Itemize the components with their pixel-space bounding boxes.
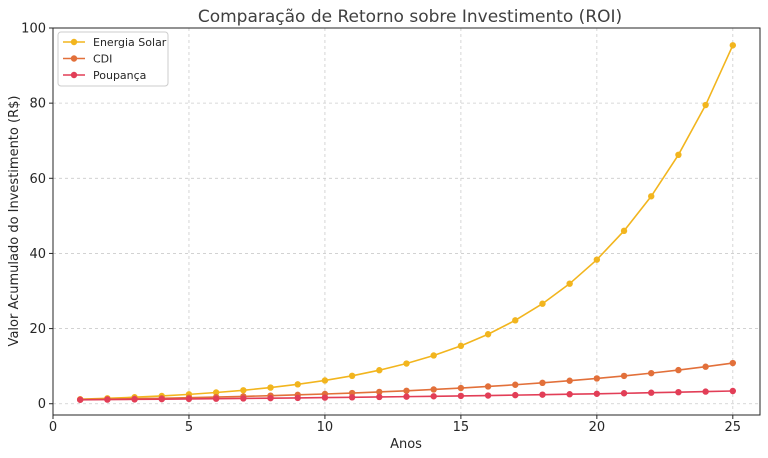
- data-point-cdi: [702, 363, 709, 370]
- data-point-poupanca: [76, 396, 84, 403]
- y-tick-label: 40: [29, 247, 46, 262]
- y-axis-title: Valor Acumulado do Investimento (R$): [7, 96, 22, 347]
- y-tick-label: 60: [29, 172, 46, 187]
- data-point-poupanca: [185, 395, 193, 403]
- data-point-energia-solar: [648, 193, 655, 200]
- data-point-cdi: [403, 387, 410, 394]
- y-axis: 0 20 40 60 80 100: [21, 22, 53, 412]
- data-point-energia-solar: [729, 42, 737, 49]
- series-energia-solar: [76, 42, 737, 403]
- data-point-poupanca: [729, 387, 737, 395]
- legend-label-cdi: CDI: [93, 53, 112, 66]
- data-point-poupanca: [212, 395, 220, 402]
- x-tick-label: 15: [453, 420, 470, 435]
- plot-frame: [52, 27, 761, 416]
- data-point-energia-solar: [484, 331, 492, 338]
- data-point-poupanca: [321, 394, 329, 401]
- data-point-poupanca: [430, 393, 437, 400]
- data-point-energia-solar: [457, 342, 465, 350]
- legend: Energia Solar CDI Poupança: [57, 31, 169, 87]
- y-tick-label: 100: [21, 22, 46, 37]
- data-point-cdi: [457, 384, 465, 392]
- data-point-energia-solar: [294, 381, 301, 388]
- legend-label-poupanca: Poupança: [93, 69, 146, 82]
- data-point-poupanca: [484, 392, 492, 399]
- data-point-cdi: [512, 381, 519, 388]
- series-poupanca: [76, 387, 737, 403]
- x-tick-label: 5: [185, 420, 193, 435]
- data-point-energia-solar: [566, 280, 573, 287]
- data-point-energia-solar: [512, 317, 519, 324]
- data-point-cdi: [566, 377, 573, 384]
- legend-marker-energia-solar: [70, 38, 78, 46]
- data-point-poupanca: [593, 390, 601, 397]
- data-point-energia-solar: [267, 384, 274, 391]
- data-point-cdi: [376, 388, 383, 396]
- data-point-poupanca: [648, 389, 655, 396]
- data-point-poupanca: [702, 388, 709, 395]
- data-point-poupanca: [294, 394, 301, 402]
- series-line-energia-solar: [80, 44, 734, 401]
- data-point-cdi: [675, 366, 682, 374]
- data-point-cdi: [539, 379, 546, 387]
- data-point-poupanca: [267, 394, 274, 402]
- y-tick-label: 80: [29, 97, 46, 112]
- data-point-poupanca: [158, 395, 165, 403]
- x-tick-label: 0: [49, 420, 57, 435]
- data-point-energia-solar: [430, 352, 437, 359]
- data-point-poupanca: [566, 391, 573, 398]
- y-tick-label: 0: [38, 397, 46, 412]
- series-layer: [76, 42, 737, 403]
- data-point-cdi: [484, 383, 492, 390]
- data-point-cdi: [430, 386, 437, 393]
- data-point-energia-solar: [539, 300, 546, 307]
- data-point-energia-solar: [593, 256, 601, 263]
- data-point-energia-solar: [403, 360, 410, 367]
- x-axis: 0 5 10 15 20 25: [49, 415, 741, 435]
- data-point-energia-solar: [675, 151, 682, 159]
- data-point-poupanca: [104, 396, 111, 403]
- legend-marker-poupanca: [70, 71, 78, 79]
- legend-box: [57, 31, 169, 87]
- data-point-energia-solar: [620, 227, 628, 235]
- legend-label-energia-solar: Energia Solar: [93, 36, 167, 49]
- data-point-poupanca: [240, 395, 247, 402]
- data-point-poupanca: [620, 390, 628, 397]
- data-point-energia-solar: [321, 377, 329, 384]
- data-point-energia-solar: [212, 389, 220, 396]
- data-point-energia-solar: [348, 372, 356, 380]
- x-tick-label: 20: [589, 420, 606, 435]
- x-tick-label: 25: [725, 420, 742, 435]
- data-point-poupanca: [539, 391, 546, 398]
- x-tick-label: 10: [317, 420, 334, 435]
- data-point-poupanca: [457, 392, 465, 400]
- x-axis-title: Anos: [390, 437, 422, 452]
- data-point-poupanca: [376, 393, 383, 401]
- data-point-cdi: [620, 372, 628, 380]
- chart-title: Comparação de Retorno sobre Investimento…: [198, 7, 622, 27]
- y-tick-label: 20: [29, 322, 46, 337]
- legend-marker-cdi: [70, 55, 78, 62]
- data-point-poupanca: [512, 391, 519, 399]
- data-point-energia-solar: [376, 367, 383, 374]
- data-point-energia-solar: [702, 101, 709, 109]
- data-point-energia-solar: [240, 387, 247, 394]
- data-point-cdi: [648, 369, 655, 377]
- data-point-poupanca: [131, 396, 138, 403]
- data-point-poupanca: [348, 394, 356, 401]
- data-point-poupanca: [403, 393, 410, 400]
- data-point-poupanca: [675, 388, 682, 396]
- data-point-cdi: [593, 375, 601, 382]
- data-point-cdi: [729, 359, 737, 367]
